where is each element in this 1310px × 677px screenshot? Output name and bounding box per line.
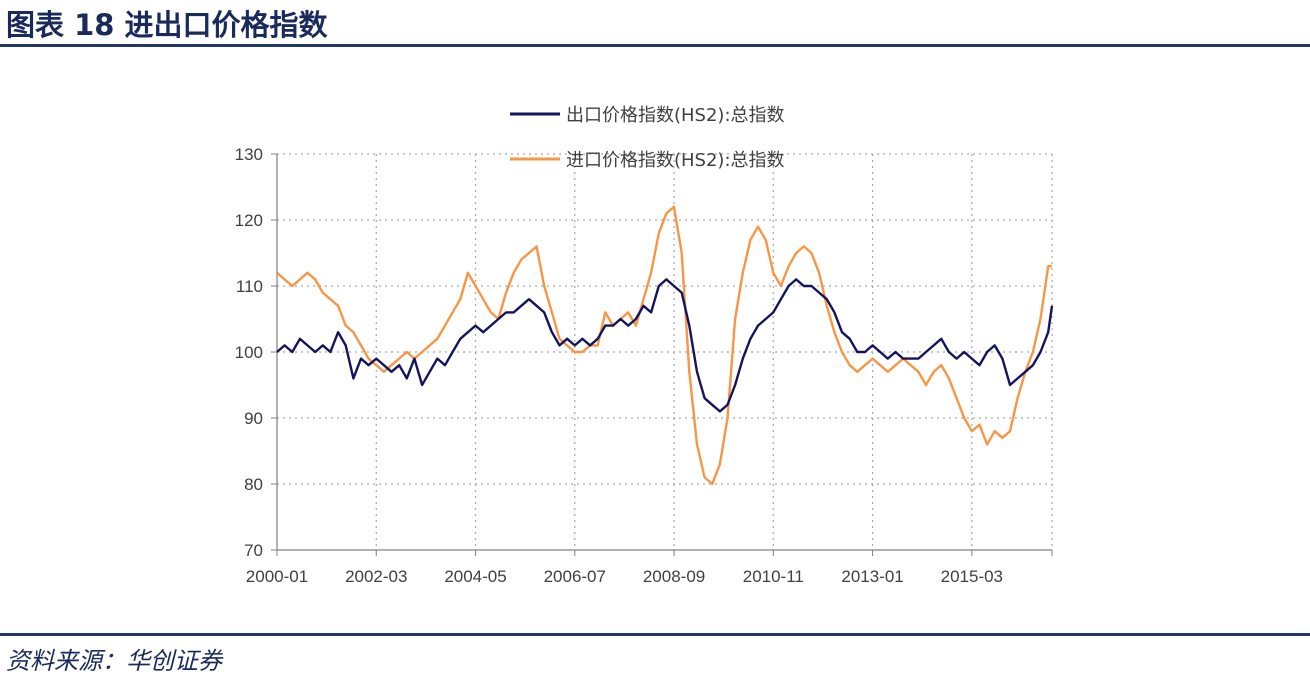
- y-tick-label: 100: [235, 343, 263, 362]
- x-tick-label: 2002-03: [345, 567, 407, 586]
- y-tick-label: 110: [236, 277, 263, 296]
- x-tick-label: 2013-01: [841, 567, 903, 586]
- axes: 70 80 90 100 110 120 130 2000-01 2002-03 2004-05 2…: [235, 145, 1053, 586]
- source-rule: [0, 633, 1310, 636]
- figure-title: 图表 18 进出口价格指数: [6, 8, 328, 42]
- series-lines: [276, 205, 1054, 486]
- legend-label: 出口价格指数(HS2):总指数: [566, 105, 785, 126]
- x-tick-label: 2008-09: [643, 567, 705, 586]
- x-tick-label: 2010-11: [743, 567, 804, 586]
- title-rule: [0, 44, 1310, 47]
- y-tick-label: 90: [244, 409, 263, 428]
- x-tick-label: 2006-07: [544, 567, 606, 586]
- x-tick-label: 2015-03: [941, 567, 1003, 586]
- gridlines: [277, 153, 1053, 550]
- source-note: 资料来源：华创证券: [6, 647, 222, 675]
- series-line-import: [276, 205, 1052, 486]
- x-tick-label: 2004-05: [444, 567, 506, 586]
- series-line-export: [276, 278, 1054, 413]
- y-tick-label: 80: [244, 475, 263, 494]
- y-tick-label: 130: [235, 145, 263, 164]
- y-tick-label: 120: [235, 211, 263, 230]
- y-tick-label: 70: [244, 541, 263, 560]
- legend-label: 进口价格指数(HS2):总指数: [566, 150, 785, 171]
- x-tick-label: 2000-01: [246, 567, 308, 586]
